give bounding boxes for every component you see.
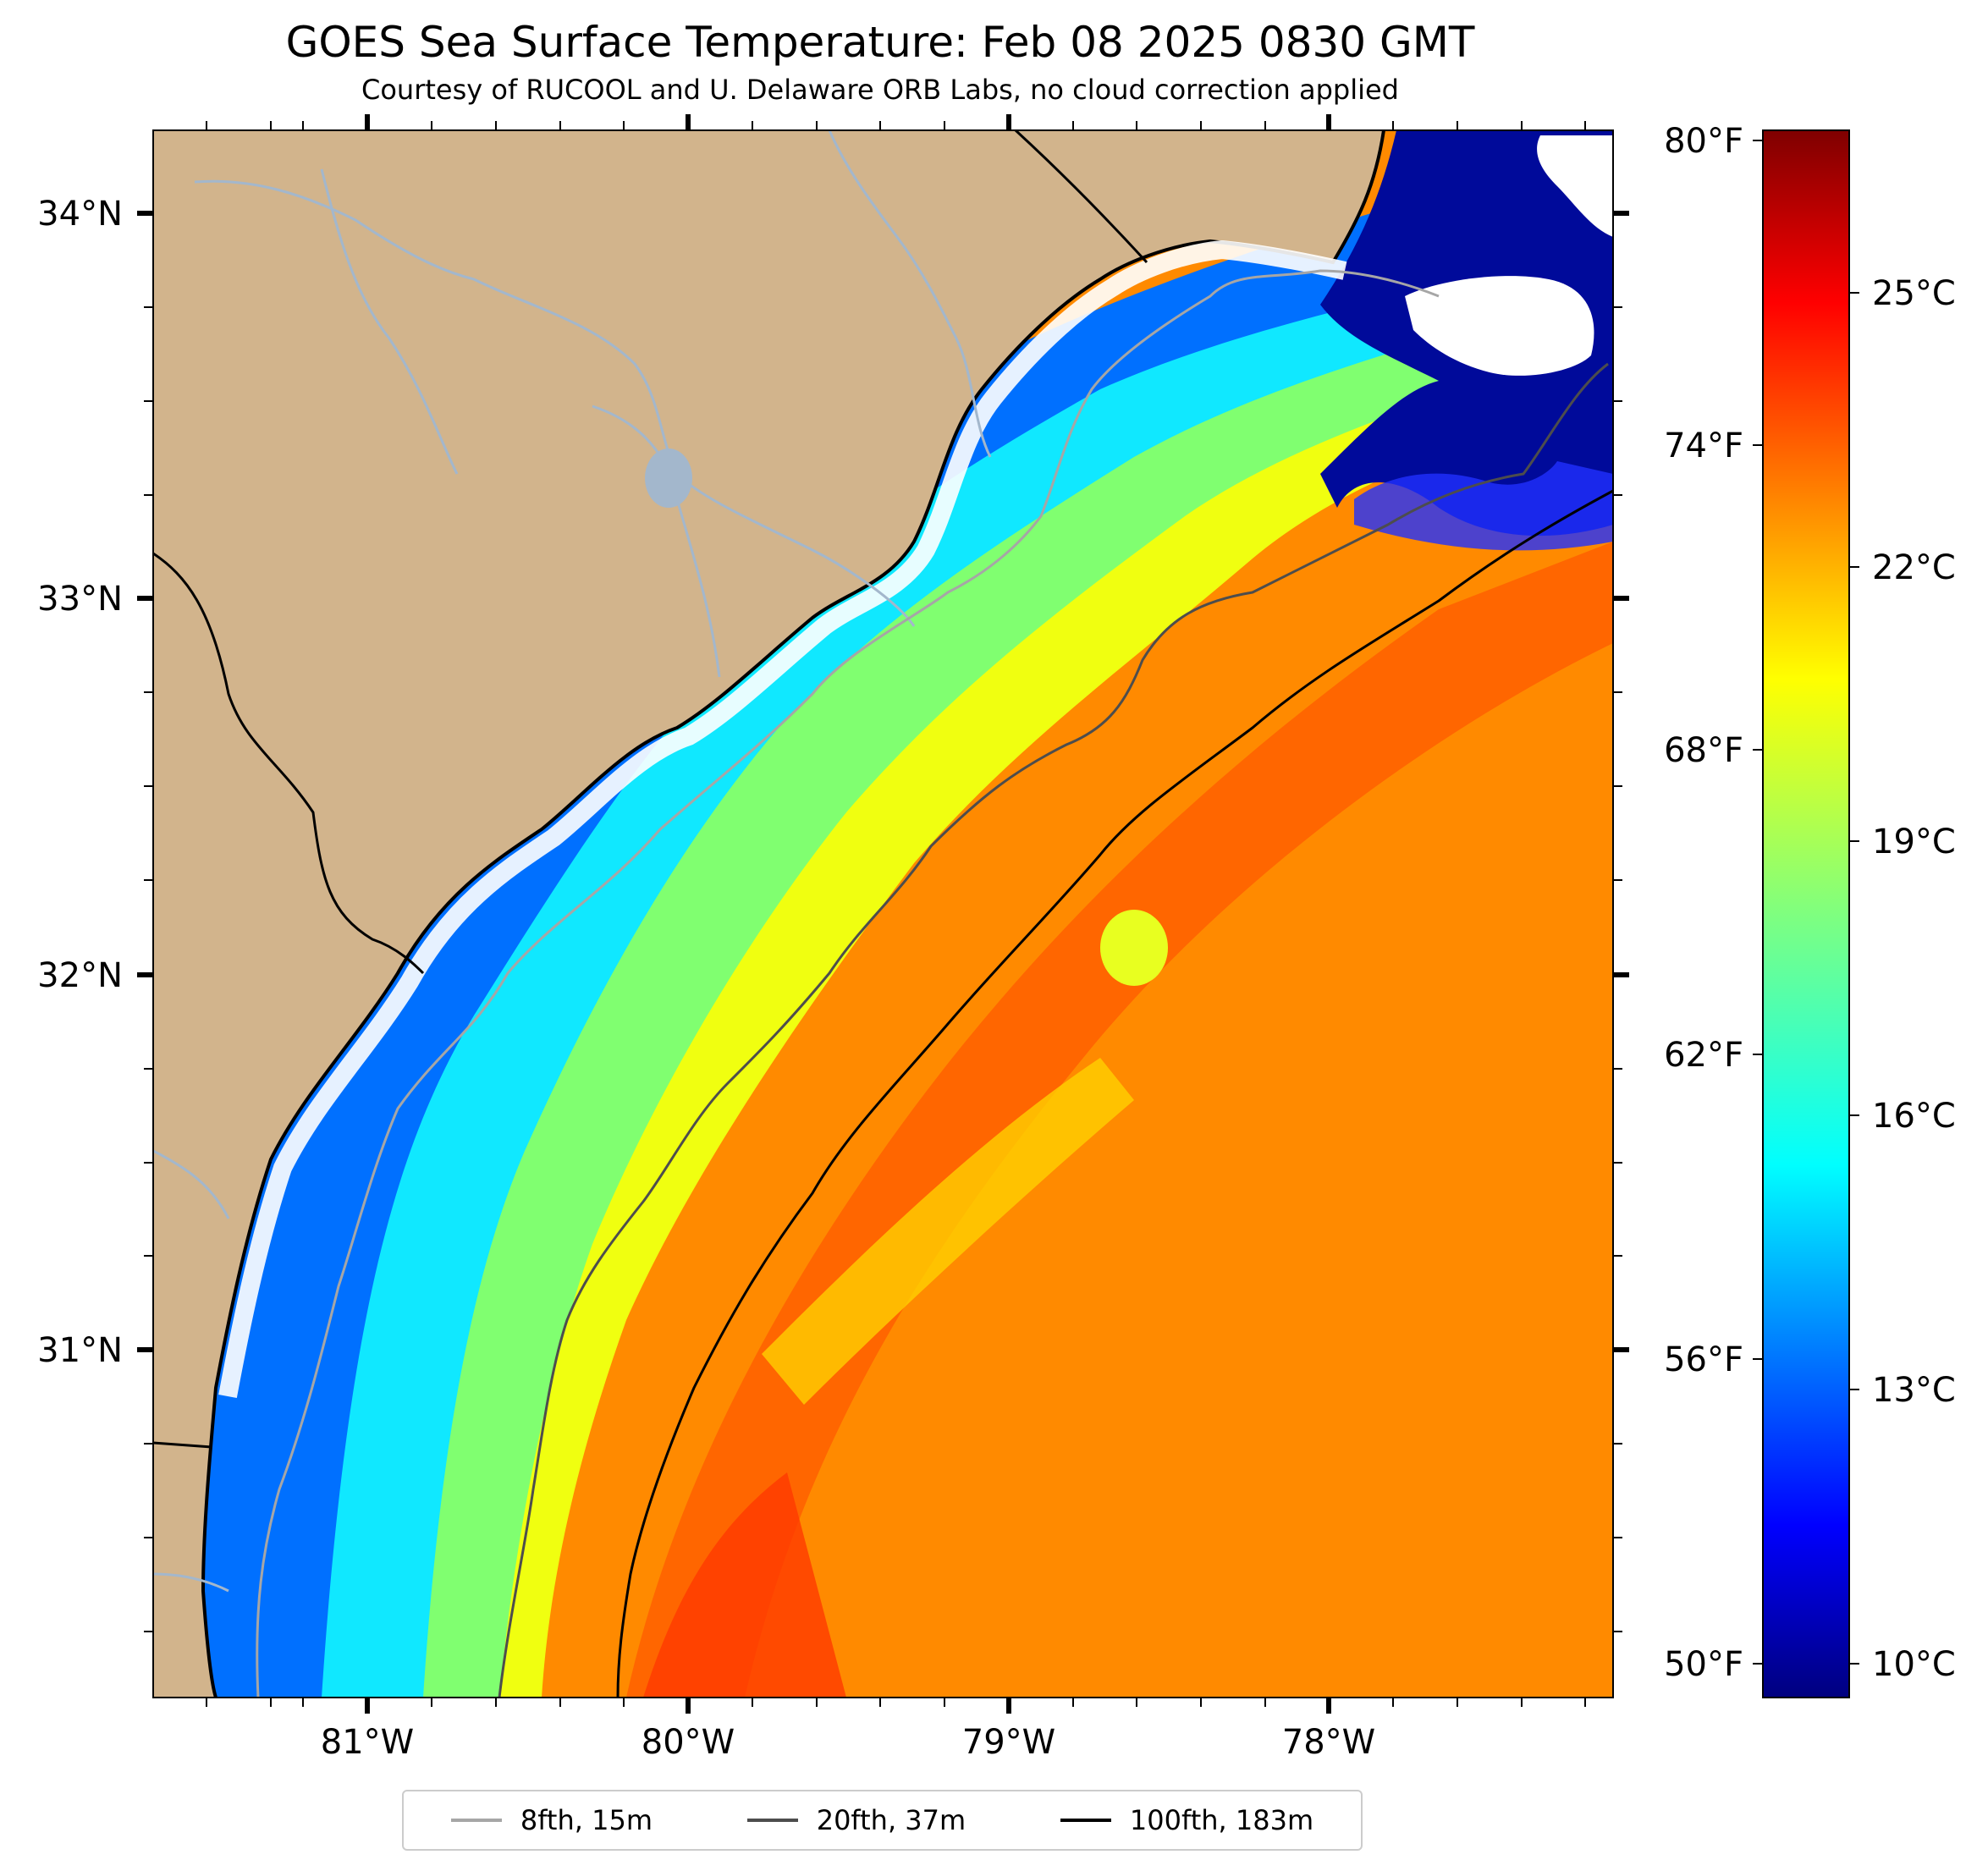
map-frame — [152, 129, 1614, 1698]
isobath-100fth — [616, 489, 1613, 1698]
legend-swatch-20fth — [746, 1819, 798, 1822]
legend-label-8fth: 8fth, 15m — [520, 1804, 653, 1836]
sst-eddy-warm-core — [1100, 910, 1168, 986]
lat-label-32n: 32°N — [37, 956, 123, 995]
legend-item-20fth: 20fth, 37m — [746, 1804, 966, 1836]
state-boundary-nc-sc — [1014, 130, 1148, 264]
legend-swatch-8fth — [450, 1819, 502, 1822]
river-altamaha — [153, 1149, 230, 1219]
colorbar-label-25c: 25°C — [1872, 274, 1956, 313]
land-mass — [153, 130, 1384, 1698]
sst-yellow-streak — [762, 1058, 1134, 1405]
isobath-legend: 8fth, 15m 20fth, 37m 100fth, 183m — [402, 1790, 1363, 1851]
legend-label-20fth: 20fth, 37m — [816, 1804, 966, 1836]
state-boundary-sc-ga — [153, 552, 425, 975]
lon-label-78w: 78°W — [1282, 1723, 1375, 1762]
coastline — [201, 130, 1385, 1698]
colorbar — [1762, 129, 1850, 1698]
river-st-johns — [153, 1572, 229, 1593]
chart-title: GOES Sea Surface Temperature: Feb 08 202… — [285, 18, 1475, 67]
cloud-patch-corner — [1537, 135, 1613, 237]
lon-minor-ticks — [206, 121, 1586, 1707]
chart-subtitle: Courtesy of RUCOOL and U. Delaware ORB L… — [361, 74, 1399, 106]
colorbar-label-19c: 19°C — [1872, 823, 1956, 861]
lake-marion — [645, 448, 692, 508]
river-wateree — [320, 168, 459, 475]
lon-label-79w: 79°W — [962, 1723, 1055, 1762]
isobath-8fth — [256, 269, 1440, 1698]
lat-label-34n: 34°N — [37, 195, 123, 234]
legend-label-100fth: 100fth, 183m — [1129, 1804, 1314, 1836]
colorbar-f-ticks — [1753, 140, 1763, 1665]
lat-label-33n: 33°N — [37, 580, 123, 619]
colorbar-label-62f: 62°F — [1664, 1036, 1743, 1075]
river-pee-dee — [828, 130, 992, 458]
sst-mid-shelf-green — [153, 195, 1613, 1698]
legend-swatch-100fth — [1060, 1819, 1111, 1822]
colorbar-label-16c: 16°C — [1872, 1097, 1956, 1136]
sst-hot-patch — [643, 1472, 846, 1698]
colorbar-label-13c: 13°C — [1872, 1371, 1956, 1410]
legend-item-8fth: 8fth, 15m — [450, 1804, 653, 1836]
lon-major-ticks — [365, 114, 1331, 1714]
lon-label-80w: 80°W — [642, 1723, 735, 1762]
colorbar-label-50f: 50°F — [1664, 1645, 1743, 1684]
colorbar-label-68f: 68°F — [1664, 731, 1743, 770]
lat-label-31n: 31°N — [37, 1331, 123, 1370]
colorbar-label-10c: 10°C — [1872, 1645, 1956, 1684]
cloud-patch-north — [1405, 276, 1594, 376]
legend-item-100fth: 100fth, 183m — [1060, 1804, 1313, 1836]
lat-minor-ticks — [144, 306, 1622, 1632]
colorbar-label-80f: 80°F — [1664, 122, 1743, 161]
colorbar-c-ticks — [1849, 292, 1859, 1665]
river-santee — [194, 179, 916, 627]
lat-major-ticks — [137, 211, 1629, 1352]
colorbar-label-74f: 74°F — [1664, 426, 1743, 465]
colorbar-label-22c: 22°C — [1872, 548, 1956, 587]
colorbar-label-56f: 56°F — [1664, 1340, 1743, 1379]
state-boundary-ga-fl — [153, 1441, 212, 1449]
lon-label-81w: 81°W — [321, 1723, 414, 1762]
map-area — [153, 130, 1613, 1698]
coastal-no-data-strip — [218, 239, 1347, 1399]
isobath-20fth — [498, 362, 1609, 1698]
